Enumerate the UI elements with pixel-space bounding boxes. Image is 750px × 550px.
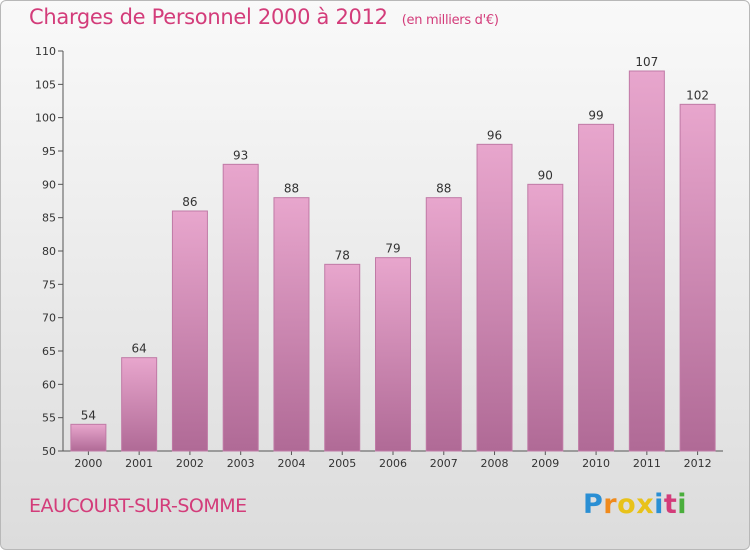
- x-tick-label-2009: 2009: [531, 457, 559, 470]
- bar-2009: [527, 183, 564, 452]
- bar-2003: [222, 163, 259, 452]
- y-tick-label: 60: [42, 378, 56, 391]
- y-tick-label: 95: [42, 145, 56, 158]
- bar-2010: [578, 123, 615, 452]
- x-tick-label-2012: 2012: [684, 457, 712, 470]
- bar-chart: 50 55 60 65 70 75 80 85 90 95 100 105 110 2000 2001 200…: [35, 45, 723, 470]
- chart-title: Charges de Personnel 2000 à 2012: [29, 5, 388, 29]
- bar-2006: [375, 257, 411, 452]
- x-tick-label-2004: 2004: [277, 457, 305, 470]
- y-tick-label: 105: [35, 78, 56, 91]
- bar-2005: [324, 263, 361, 452]
- bar-2008: [476, 143, 513, 452]
- value-label-2011: 107: [635, 55, 658, 69]
- commune-name: EAUCOURT-SUR-SOMME: [29, 495, 247, 517]
- value-label-2002: 86: [182, 195, 197, 209]
- value-label-2005: 78: [335, 248, 350, 262]
- logo-letter: i: [654, 489, 664, 520]
- bar-layer: 54 64 86 93 88 78 79 88 96 90 99 107 102: [70, 55, 716, 452]
- logo-letter: t: [663, 489, 678, 520]
- logo-letter: o: [617, 489, 637, 520]
- value-label-2010: 99: [588, 108, 603, 122]
- bar-2012: [679, 103, 716, 452]
- chart-title-block: Charges de Personnel 2000 à 2012 (en mill…: [29, 5, 499, 29]
- x-tick-label-2003: 2003: [227, 457, 255, 470]
- logo-letter: i: [677, 489, 688, 520]
- value-label-2000: 54: [81, 408, 96, 422]
- bar-2007: [425, 197, 462, 452]
- y-tick-label: 90: [42, 178, 56, 191]
- logo-letter: P: [583, 489, 604, 520]
- y-tick-label: 75: [42, 278, 56, 291]
- x-tick-label-2010: 2010: [582, 457, 610, 470]
- y-tick-label: 85: [42, 212, 56, 225]
- bar-2004: [273, 197, 310, 452]
- x-tick-label-2007: 2007: [430, 457, 458, 470]
- x-tick-label-2002: 2002: [176, 457, 204, 470]
- x-tick-label-2011: 2011: [633, 457, 661, 470]
- y-tick-label: 65: [42, 345, 56, 358]
- logo-letter: r: [603, 489, 618, 520]
- bar-2000: [70, 423, 107, 452]
- value-label-2004: 88: [284, 182, 299, 196]
- value-label-2003: 93: [233, 148, 248, 162]
- value-label-2006: 79: [385, 242, 400, 256]
- x-tick-label-2000: 2000: [74, 457, 102, 470]
- axis-layer: 50 55 60 65 70 75 80 85 90 95 100 105 110 2000 2001 200…: [35, 45, 723, 470]
- x-tick-label-2001: 2001: [125, 457, 153, 470]
- x-tick-label-2006: 2006: [379, 457, 407, 470]
- y-tick-label: 70: [42, 312, 56, 325]
- y-tick-label: 110: [35, 45, 56, 58]
- bar-2001: [121, 357, 158, 452]
- value-label-2008: 96: [487, 128, 502, 142]
- chart-subtitle: (en milliers d'€): [401, 13, 499, 28]
- y-tick-label: 50: [42, 445, 56, 458]
- x-tick-label-2008: 2008: [481, 457, 509, 470]
- bar-2002: [171, 210, 208, 452]
- proxiti-logo: Proxiti: [583, 489, 687, 520]
- x-tick-label-2005: 2005: [328, 457, 356, 470]
- value-label-2001: 64: [132, 342, 147, 356]
- logo-letter: x: [636, 489, 655, 520]
- value-label-2012: 102: [686, 88, 709, 102]
- y-tick-label: 80: [42, 245, 56, 258]
- y-tick-label: 55: [42, 412, 56, 425]
- value-label-2009: 90: [538, 168, 553, 182]
- value-label-2007: 88: [436, 182, 451, 196]
- y-tick-label: 100: [35, 112, 56, 125]
- bar-2011: [628, 70, 665, 452]
